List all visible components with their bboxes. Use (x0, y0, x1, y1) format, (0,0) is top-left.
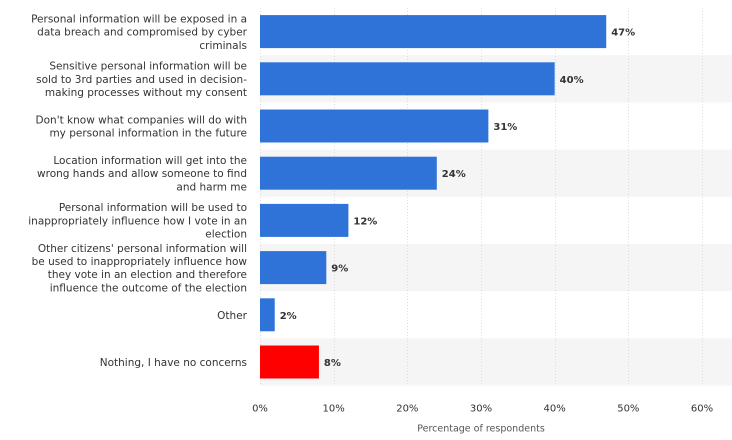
x-tick-label: 60% (691, 404, 713, 415)
data-label: 24% (442, 169, 466, 180)
category-label: Personal information will be used to inap… (28, 202, 247, 240)
category-label-line: Don't know what companies will do with (36, 114, 247, 126)
category-label-line: data breach and compromised by cyber (37, 27, 247, 39)
data-label: 2% (280, 311, 297, 322)
x-tick-label: 20% (396, 404, 418, 415)
category-label-line: my personal information in the future (49, 128, 247, 140)
bar[interactable] (260, 62, 555, 96)
x-tick-label: 50% (617, 404, 639, 415)
category-label-line: wrong hands and allow someone to find (37, 168, 247, 180)
category-label-line: be used to inappropriately influence how (32, 256, 248, 268)
x-tick-label: 10% (323, 404, 345, 415)
row-stripe (260, 338, 732, 386)
data-label: 31% (493, 122, 517, 133)
category-label-line: Other (217, 310, 247, 322)
category-label: Don't know what companies will do with my… (36, 114, 247, 139)
category-label-line: criminals (199, 40, 247, 52)
category-label-line: sold to 3rd parties and used in decision… (36, 74, 247, 86)
category-label-line: Personal information will be exposed in … (31, 13, 247, 25)
bar[interactable] (260, 109, 489, 143)
category-label-line: and harm me (176, 181, 247, 193)
bar[interactable] (260, 298, 275, 332)
x-tick-label: 0% (252, 404, 268, 415)
category-label-line: Other citizens' personal information wil… (38, 243, 247, 255)
category-label: Personal information will be exposed in … (31, 13, 248, 51)
bar[interactable] (260, 203, 349, 237)
data-label: 40% (560, 75, 584, 86)
x-tick-label: 40% (544, 404, 566, 415)
category-label: Sensitive personal information will be so… (36, 61, 247, 99)
category-label: Other citizens' personal information wil… (32, 243, 248, 295)
category-label-line: influence the outcome of the election (50, 282, 247, 294)
category-label: Other (217, 310, 247, 322)
category-label-line: Sensitive personal information will be (49, 61, 247, 73)
category-label-line: Nothing, I have no concerns (100, 357, 247, 369)
x-tick-label: 30% (470, 404, 492, 415)
row-stripe (260, 244, 732, 292)
bar[interactable] (260, 15, 607, 49)
bar[interactable] (260, 345, 319, 379)
data-label: 12% (353, 216, 377, 227)
category-label-line: they vote in an election and therefore (48, 269, 247, 281)
category-label: Location information will get into the wr… (37, 155, 247, 193)
bar[interactable] (260, 251, 327, 285)
data-label: 9% (331, 264, 348, 275)
category-label: Nothing, I have no concerns (100, 357, 247, 369)
x-axis-title: Percentage of respondents (417, 424, 545, 435)
category-label-line: election (205, 229, 247, 241)
category-label-line: Personal information will be used to (59, 202, 247, 214)
category-label-line: making processes without my consent (45, 87, 247, 99)
category-label-line: Location information will get into the (53, 155, 247, 167)
data-label: 47% (611, 28, 635, 39)
category-label-line: inappropriately influence how I vote in … (28, 215, 247, 227)
data-label: 8% (324, 358, 341, 369)
bar[interactable] (260, 156, 437, 190)
